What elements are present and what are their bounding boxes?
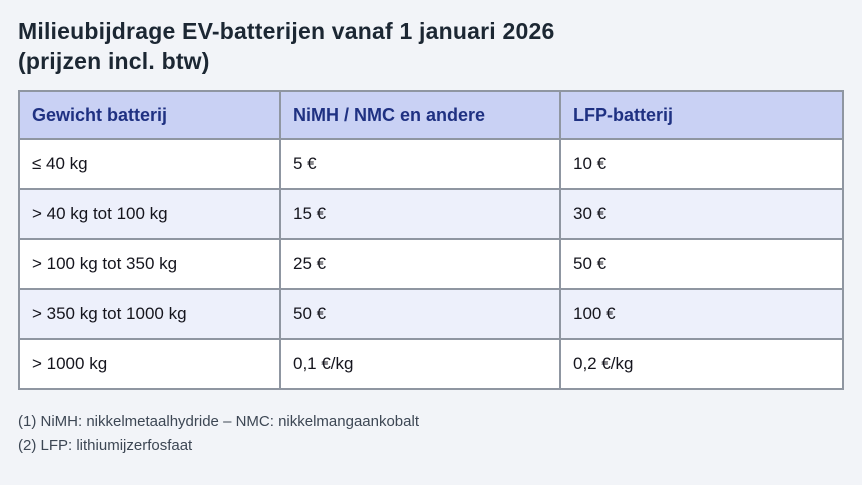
cell-weight-range: > 350 kg tot 1000 kg bbox=[18, 288, 281, 340]
cell-nimh-price: 0,1 €/kg bbox=[279, 338, 561, 390]
cell-lfp-price: 100 € bbox=[559, 288, 844, 340]
battery-contribution-table: Gewicht batterij NiMH / NMC en andere LF… bbox=[18, 90, 844, 390]
cell-weight-range: > 100 kg tot 350 kg bbox=[18, 238, 281, 290]
header-cell-weight: Gewicht batterij bbox=[18, 90, 281, 140]
cell-lfp-price: 30 € bbox=[559, 188, 844, 240]
table-header-row: Gewicht batterij NiMH / NMC en andere LF… bbox=[18, 90, 844, 140]
header-cell-lfp: LFP-batterij bbox=[559, 90, 844, 140]
cell-weight-range: ≤ 40 kg bbox=[18, 138, 281, 190]
cell-weight-range: > 1000 kg bbox=[18, 338, 281, 390]
table-row: ≤ 40 kg 5 € 10 € bbox=[18, 138, 844, 190]
page: Milieubijdrage EV-batterijen vanaf 1 jan… bbox=[18, 16, 844, 458]
cell-nimh-price: 50 € bbox=[279, 288, 561, 340]
footnote-nimh-nmc: (1) NiMH: nikkelmetaalhydride – NMC: nik… bbox=[18, 413, 419, 430]
cell-nimh-price: 25 € bbox=[279, 238, 561, 290]
page-title-line-1: Milieubijdrage EV-batterijen vanaf 1 jan… bbox=[18, 18, 555, 44]
footnote-lfp: (2) LFP: lithiumijzerfosfaat bbox=[18, 437, 193, 454]
cell-nimh-price: 15 € bbox=[279, 188, 561, 240]
cell-nimh-price: 5 € bbox=[279, 138, 561, 190]
page-title-line-2: (prijzen incl. btw) bbox=[18, 48, 210, 74]
table-row: > 40 kg tot 100 kg 15 € 30 € bbox=[18, 188, 844, 240]
table-row: > 100 kg tot 350 kg 25 € 50 € bbox=[18, 238, 844, 290]
cell-lfp-price: 10 € bbox=[559, 138, 844, 190]
table-row: > 1000 kg 0,1 €/kg 0,2 €/kg bbox=[18, 338, 844, 390]
cell-lfp-price: 50 € bbox=[559, 238, 844, 290]
header-cell-nimh-nmc: NiMH / NMC en andere bbox=[279, 90, 561, 140]
footnotes: (1) NiMH: nikkelmetaalhydride – NMC: nik… bbox=[18, 410, 844, 458]
cell-weight-range: > 40 kg tot 100 kg bbox=[18, 188, 281, 240]
cell-lfp-price: 0,2 €/kg bbox=[559, 338, 844, 390]
page-title: Milieubijdrage EV-batterijen vanaf 1 jan… bbox=[18, 16, 844, 76]
table-row: > 350 kg tot 1000 kg 50 € 100 € bbox=[18, 288, 844, 340]
